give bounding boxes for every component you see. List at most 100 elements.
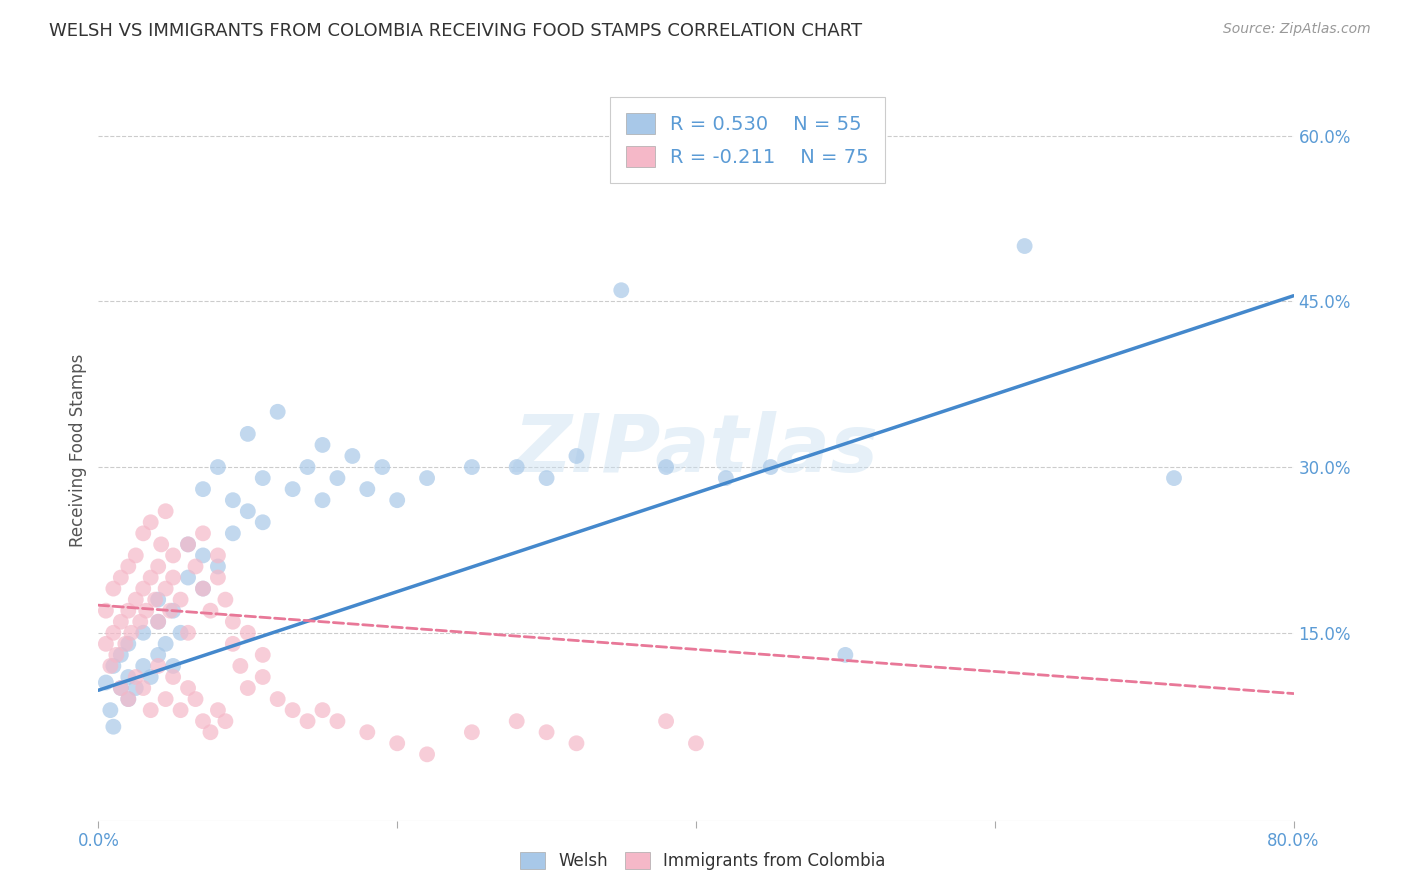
Point — [311, 438, 333, 452]
Point — [655, 714, 678, 729]
Text: ZIPatlas: ZIPatlas — [513, 411, 879, 490]
Point — [191, 549, 214, 563]
Point — [326, 714, 349, 729]
Point — [267, 405, 290, 419]
Point — [655, 460, 678, 475]
Point — [135, 604, 157, 618]
Point — [416, 747, 439, 762]
Point — [252, 648, 274, 662]
Point — [236, 681, 259, 695]
Point — [132, 582, 155, 596]
Point — [297, 460, 319, 475]
Point — [117, 559, 139, 574]
Point — [139, 670, 162, 684]
Point — [98, 659, 122, 673]
Point — [610, 283, 633, 297]
Point — [461, 460, 484, 475]
Point — [117, 670, 139, 684]
Point — [191, 482, 214, 496]
Point — [103, 582, 125, 596]
Point — [117, 692, 139, 706]
Point — [139, 703, 162, 717]
Text: WELSH VS IMMIGRANTS FROM COLOMBIA RECEIVING FOOD STAMPS CORRELATION CHART: WELSH VS IMMIGRANTS FROM COLOMBIA RECEIV… — [49, 22, 862, 40]
Point — [356, 725, 378, 739]
Point — [155, 582, 177, 596]
Point — [177, 625, 200, 640]
Point — [117, 604, 139, 618]
Point — [416, 471, 439, 485]
Point — [184, 692, 207, 706]
Point — [252, 670, 274, 684]
Point — [139, 516, 162, 530]
Point — [162, 549, 184, 563]
Point — [759, 460, 782, 475]
Point — [222, 493, 245, 508]
Point — [143, 592, 166, 607]
Point — [184, 559, 207, 574]
Point — [834, 648, 856, 662]
Point — [1014, 239, 1036, 253]
Point — [162, 604, 184, 618]
Point — [148, 648, 170, 662]
Point — [207, 559, 229, 574]
Point — [200, 604, 222, 618]
Point — [191, 714, 214, 729]
Point — [207, 549, 229, 563]
Point — [191, 582, 214, 596]
Text: Source: ZipAtlas.com: Source: ZipAtlas.com — [1223, 22, 1371, 37]
Point — [177, 537, 200, 551]
Point — [110, 615, 132, 629]
Point — [132, 681, 155, 695]
Point — [207, 703, 229, 717]
Point — [125, 592, 148, 607]
Legend: R = 0.530    N = 55, R = -0.211    N = 75: R = 0.530 N = 55, R = -0.211 N = 75 — [610, 97, 884, 183]
Point — [150, 537, 173, 551]
Legend: Welsh, Immigrants from Colombia: Welsh, Immigrants from Colombia — [513, 845, 893, 877]
Point — [356, 482, 378, 496]
Point — [148, 615, 170, 629]
Point — [311, 703, 333, 717]
Point — [110, 681, 132, 695]
Point — [536, 471, 558, 485]
Point — [326, 471, 349, 485]
Point — [461, 725, 484, 739]
Point — [207, 570, 229, 584]
Point — [177, 570, 200, 584]
Point — [281, 482, 304, 496]
Point — [110, 570, 132, 584]
Point — [148, 592, 170, 607]
Point — [177, 681, 200, 695]
Point — [222, 615, 245, 629]
Point — [132, 659, 155, 673]
Point — [267, 692, 290, 706]
Point — [139, 570, 162, 584]
Point — [252, 471, 274, 485]
Point — [169, 592, 191, 607]
Point — [200, 725, 222, 739]
Point — [236, 426, 259, 441]
Point — [105, 648, 128, 662]
Point — [110, 648, 132, 662]
Point — [297, 714, 319, 729]
Point — [169, 703, 191, 717]
Point — [94, 675, 117, 690]
Point — [191, 526, 214, 541]
Point — [94, 637, 117, 651]
Point — [229, 659, 252, 673]
Point — [103, 720, 125, 734]
Point — [222, 637, 245, 651]
Point — [311, 493, 333, 508]
Point — [125, 670, 148, 684]
Point — [155, 692, 177, 706]
Point — [342, 449, 364, 463]
Point — [252, 516, 274, 530]
Point — [1163, 471, 1185, 485]
Point — [148, 559, 170, 574]
Point — [214, 592, 236, 607]
Point — [98, 703, 122, 717]
Point — [162, 570, 184, 584]
Point — [162, 659, 184, 673]
Point — [565, 736, 588, 750]
Point — [132, 526, 155, 541]
Point — [385, 736, 409, 750]
